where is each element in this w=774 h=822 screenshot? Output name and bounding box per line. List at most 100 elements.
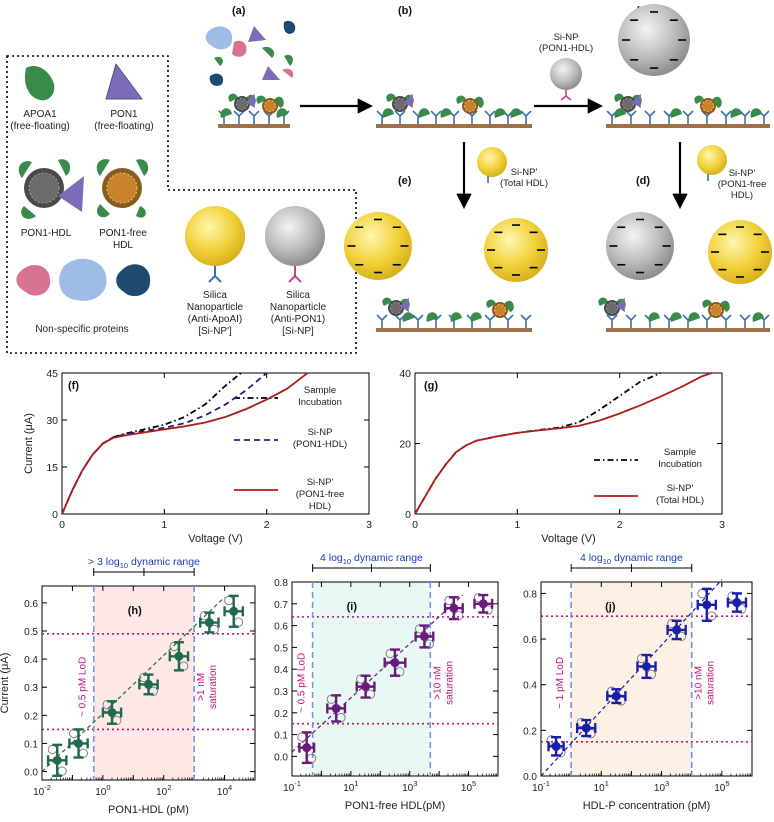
apoa1-icon	[720, 300, 730, 312]
y-tick-label: 0.7	[274, 600, 288, 611]
arrow-b-c-label-1: Si-NP	[554, 32, 579, 43]
data-point	[174, 651, 184, 661]
data-point	[229, 606, 239, 616]
x-axis-label: HDL-P concentration (pM)	[583, 800, 711, 812]
pink-protein-icon	[16, 265, 51, 296]
antibody-icon	[520, 314, 532, 328]
antibody-icon	[701, 314, 713, 328]
np-yellow-label-4: [Si-NP']	[198, 326, 232, 337]
panel-label: (g)	[424, 380, 438, 392]
apoa1-icon	[694, 95, 704, 104]
hdl-core-icon	[463, 99, 477, 113]
dynamic-range-label: 4 log10 dynamic range	[580, 552, 683, 566]
legend-label: HDL)	[309, 501, 331, 512]
apoa1-icon	[256, 95, 266, 104]
apoa1-icon	[614, 93, 624, 102]
dynamic-range-label: 4 log10 dynamic range	[320, 552, 423, 566]
y-tick-label: 0.4	[523, 681, 537, 692]
apoa1-icon	[752, 312, 764, 322]
y-tick-label: 0.4	[274, 665, 288, 676]
dynamic-range-shade	[571, 582, 692, 776]
apoa1-icon	[24, 65, 55, 101]
data-point	[74, 738, 84, 748]
saturation-annotation: >1 nM	[196, 673, 207, 701]
data-point	[581, 723, 591, 733]
series-line	[61, 372, 242, 515]
apoa1-icon	[730, 108, 742, 118]
x-axis-label: PON1-free HDL(pM)	[345, 800, 445, 812]
y-tick-label: 0.8	[274, 578, 288, 589]
x-tick-label: 102	[156, 783, 171, 798]
chart-h: 10-2 100 102 104 0.0 0.1 0.2 0.3 0.4 0.5 0.6 PON1-H…	[0, 556, 256, 816]
legend-label: Incubation	[658, 459, 702, 470]
data-point	[551, 741, 561, 751]
apoa1-icon	[382, 297, 392, 306]
apoa1-icon	[440, 108, 452, 118]
panel-a-proteins	[205, 20, 296, 86]
yellow-nanoparticle-icon	[185, 206, 245, 266]
saturation-annotation: >10 nM	[694, 666, 705, 700]
arrow-c-d-label-2: (PON1-free	[718, 179, 767, 190]
apoa1-icon	[474, 96, 484, 108]
plot-frame	[41, 585, 256, 781]
pon1-free-hdl-icon	[96, 159, 149, 218]
x-tick-label: 103	[402, 779, 417, 794]
hdl-core-icon	[389, 301, 403, 315]
apoa1-icon	[486, 299, 496, 308]
hdl-core-icon	[493, 303, 507, 317]
data-point	[331, 703, 341, 713]
apoa1-icon	[470, 312, 482, 322]
data-point	[702, 600, 712, 610]
x-tick-label: 101	[594, 779, 609, 794]
x-tick-label: 2	[617, 519, 623, 531]
antibody-icon	[739, 110, 751, 124]
x-tick-label: 3	[366, 519, 372, 531]
np-gray-label-3: (Anti-PON1)	[271, 314, 325, 325]
y-tick-label: 0.2	[523, 726, 537, 737]
dynamic-range-shade	[93, 586, 195, 780]
gray-nanoparticle-icon	[606, 212, 674, 280]
y-tick-label: 0.1	[24, 739, 38, 750]
apoa1-icon	[418, 108, 430, 118]
legend-border	[6, 55, 357, 354]
chart-i: 10-1 101 103 105 0.0 0.1 0.2 0.3 0.4 0.5 0.6 0.7 0.8…	[274, 552, 499, 812]
x-tick-label: 3	[719, 519, 725, 531]
replicate-point	[57, 766, 67, 776]
antibody-icon	[484, 110, 496, 124]
x-tick-label: 2	[264, 519, 270, 531]
y-axis-label: Current (μA)	[0, 653, 11, 714]
y-tick-label: 0.3	[24, 683, 38, 694]
hdl-core-icon	[709, 303, 723, 317]
y-tick-label: 30	[46, 415, 58, 427]
hdl-core-icon	[621, 97, 635, 111]
apoa1-icon	[382, 108, 394, 118]
blue-protein-icon	[59, 258, 107, 301]
y-tick-label: 15	[46, 462, 58, 474]
apoa1-icon	[598, 297, 608, 306]
y-tick-label: 0.3	[274, 687, 288, 698]
antibody-icon	[606, 314, 618, 328]
y-tick-label: 0.0	[523, 772, 537, 783]
legend-label: Incubation	[298, 397, 342, 408]
apoa1-icon	[670, 312, 682, 322]
replicate-point	[233, 617, 244, 627]
yellow-nanoparticle-icon	[477, 147, 507, 177]
yellow-nanoparticle-icon	[484, 218, 548, 282]
apoa1-icon	[450, 312, 462, 322]
lod-annotation: ~ 1 pM LoD	[555, 657, 566, 709]
antibody-icon	[682, 110, 694, 124]
y-tick-label: 0	[405, 509, 411, 521]
apoa1-icon	[274, 96, 284, 108]
arrow-b-e-label-2: (Total HDL)	[500, 178, 548, 189]
y-tick-label: 0.5	[274, 643, 288, 654]
x-tick-label: 105	[714, 779, 729, 794]
gray-nanoparticle-icon	[618, 4, 690, 76]
lod-annotation: ~ 0.5 pM LoD	[297, 653, 308, 713]
y-tick-label: 0.6	[523, 635, 537, 646]
x-tick-label: 103	[654, 779, 669, 794]
panel-label: (i)	[347, 601, 358, 613]
y-tick-label: 0.2	[274, 709, 288, 720]
apoa1-icon	[220, 108, 232, 118]
np-gray-label-1: Silica	[286, 290, 310, 301]
